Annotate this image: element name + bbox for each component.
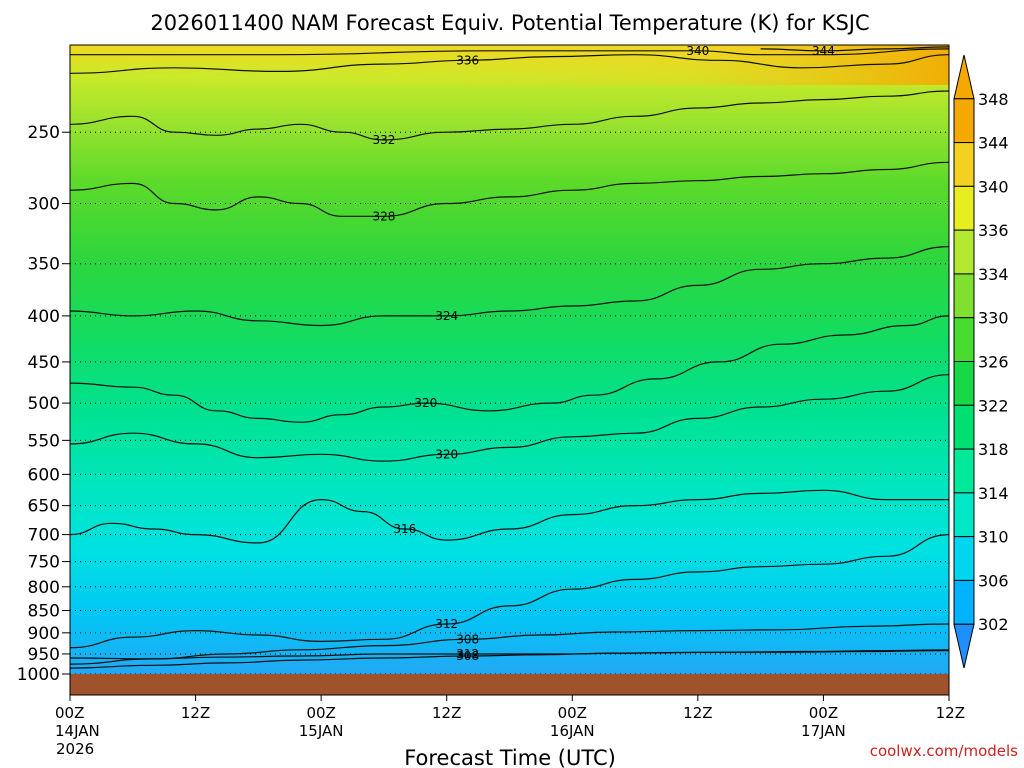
x-date-label-4: 16JAN xyxy=(550,722,595,740)
contour-336-10 xyxy=(70,54,949,74)
y-tick-label-500: 500 xyxy=(28,394,60,414)
y-tick-label-350: 350 xyxy=(28,255,60,275)
x-tick-label-0: 00Z xyxy=(55,704,84,722)
colorbar-tick-302: 302 xyxy=(978,615,1009,634)
contour-344-12 xyxy=(760,46,949,52)
colorbar-band-10 xyxy=(953,536,975,581)
colorbar-band-5 xyxy=(953,317,975,363)
colorbar-tick-330: 330 xyxy=(978,309,1009,328)
contour-308-0 xyxy=(70,650,949,669)
colorbar-tick-340: 340 xyxy=(978,177,1009,196)
colorbar-band-6 xyxy=(953,361,975,406)
contour-340-11 xyxy=(70,48,949,56)
source-credit: coolwx.com/models xyxy=(870,742,1018,760)
x-date-label-6: 17JAN xyxy=(801,722,846,740)
colorbar-tick-322: 322 xyxy=(978,396,1009,415)
y-tick-label-700: 700 xyxy=(28,526,60,546)
colorbar-band-9 xyxy=(953,492,975,538)
contour-308-1 xyxy=(70,623,949,665)
contour-312-3 xyxy=(70,649,949,660)
y-tick-label-900: 900 xyxy=(28,624,60,644)
contour-label-312-2: 312 xyxy=(435,617,458,631)
colorbar-tick-318: 318 xyxy=(978,440,1009,459)
contour-label-308-0: 308 xyxy=(456,649,479,663)
y-tick-label-550: 550 xyxy=(28,431,60,451)
contour-label-312-3: 312 xyxy=(456,647,479,661)
colorbar-band-0 xyxy=(953,98,975,144)
plot-area xyxy=(70,45,949,674)
x-axis-label: Forecast Time (UTC) xyxy=(404,746,616,768)
colorbar-band-4 xyxy=(953,273,975,319)
y-tick-label-250: 250 xyxy=(28,123,60,143)
contour-320-6 xyxy=(70,315,949,423)
contour-label-336-10: 336 xyxy=(456,53,479,67)
colorbar-bottom-arrow xyxy=(953,623,975,669)
colorbar-top-arrow xyxy=(953,54,975,100)
contour-label-332-9: 332 xyxy=(372,133,395,147)
contour-label-316-4: 316 xyxy=(393,522,416,536)
contour-320-5 xyxy=(70,374,949,462)
colorbar-tick-336: 336 xyxy=(978,221,1009,240)
y-tick-label-300: 300 xyxy=(28,194,60,214)
contour-label-320-6: 320 xyxy=(414,396,437,410)
colorbar-tick-344: 344 xyxy=(978,134,1009,153)
y-tick-label-1000: 1000 xyxy=(17,665,60,685)
colorbar-band-1 xyxy=(953,142,975,187)
x-tick-label-5: 12Z xyxy=(683,704,712,722)
colorbar-tick-314: 314 xyxy=(978,484,1009,503)
plot-frame xyxy=(69,44,950,696)
contour-316-4 xyxy=(70,489,949,544)
x-date-label-0: 14JAN xyxy=(55,722,100,740)
x-tick-label-1: 12Z xyxy=(181,704,210,722)
x-tick-label-3: 12Z xyxy=(432,704,461,722)
y-tick-label-600: 600 xyxy=(28,465,60,485)
colorbar-tick-310: 310 xyxy=(978,528,1009,547)
contour-label-324-7: 324 xyxy=(435,309,458,323)
x-year-label-0: 2026 xyxy=(56,740,94,758)
colorbar-tick-326: 326 xyxy=(978,353,1009,372)
x-date-label-2: 15JAN xyxy=(299,722,344,740)
x-tick-label-2: 00Z xyxy=(306,704,335,722)
x-tick-label-4: 00Z xyxy=(558,704,587,722)
colorbar-tick-348: 348 xyxy=(978,90,1009,109)
contour-label-344-12: 344 xyxy=(812,44,835,58)
colorbar-tick-306: 306 xyxy=(978,571,1009,590)
contour-labels: 308308312312316320320324328332336340344 xyxy=(372,44,835,663)
x-tick-label-7: 12Z xyxy=(936,704,965,722)
theta-e-field xyxy=(70,45,949,674)
y-tick-label-400: 400 xyxy=(28,307,60,327)
chart-title: 2026011400 NAM Forecast Equiv. Potential… xyxy=(150,11,869,35)
colorbar-band-2 xyxy=(953,185,975,231)
colorbar-band-3 xyxy=(953,229,975,275)
y-tick-label-950: 950 xyxy=(28,645,60,665)
y-tick-label-850: 850 xyxy=(28,601,60,621)
colorbar-band-8 xyxy=(953,448,975,494)
x-tick-label-6: 00Z xyxy=(809,704,838,722)
contour-312-2 xyxy=(70,534,949,649)
upper-warm-band xyxy=(70,45,949,85)
colorbar-band-11 xyxy=(953,579,975,625)
contour-lines xyxy=(70,46,949,669)
contour-label-320-5: 320 xyxy=(435,447,458,461)
colorbar: 348 344 340 336 334 330 326 322 318 314 310 306 302 xyxy=(953,54,1009,669)
ground-surface xyxy=(70,674,949,695)
contour-label-308-1: 308 xyxy=(456,632,479,646)
contour-label-328-8: 328 xyxy=(372,209,395,223)
colorbar-tick-334: 334 xyxy=(978,265,1009,284)
contour-332-9 xyxy=(70,90,949,141)
y-tick-label-450: 450 xyxy=(28,353,60,373)
y-axis: 250 300 350 400 450 500 550 600 650 700 750 800 850 9… xyxy=(17,123,70,685)
contour-324-7 xyxy=(70,246,949,327)
contour-328-8 xyxy=(70,161,949,217)
y-tick-label-750: 750 xyxy=(28,553,60,573)
y-tick-label-650: 650 xyxy=(28,497,60,517)
contour-label-340-11: 340 xyxy=(686,44,709,58)
y-tick-label-800: 800 xyxy=(28,578,60,598)
colorbar-band-7 xyxy=(953,404,975,450)
